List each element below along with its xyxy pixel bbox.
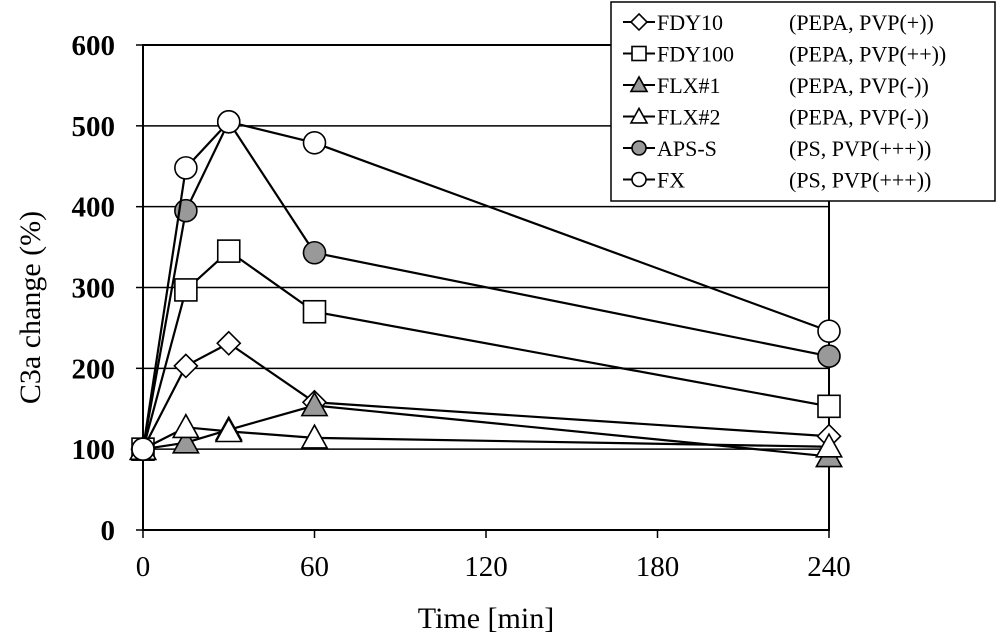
- y-tick-label: 200: [72, 353, 116, 385]
- series-fx: [131, 109, 841, 461]
- legend-item: FLX#1 (PEPA, PVP(-)): [623, 73, 929, 98]
- series-group: [128, 109, 844, 468]
- y-tick-label: 600: [72, 30, 116, 62]
- y-tick-label: 0: [101, 515, 116, 547]
- legend-series-note: (PS, PVP(+++)): [789, 136, 931, 161]
- data-point: [171, 413, 200, 439]
- y-axis-label: C3a change (%): [14, 211, 47, 404]
- x-tick-label: 60: [300, 551, 329, 583]
- legend-marker: [631, 45, 647, 62]
- legend-series-note: (PEPA, PVP(-)): [789, 73, 929, 98]
- legend-marker: [629, 12, 649, 32]
- data-point: [214, 417, 243, 443]
- legend: FDY10 (PEPA, PVP(+)) FDY100 (PEPA, PVP(++))…: [610, 1, 996, 202]
- legend-box: [610, 1, 996, 202]
- legend-item: FX (PS, PVP(+++)): [623, 168, 931, 193]
- data-point: [216, 109, 241, 134]
- legend-series-note: (PS, PVP(+++)): [789, 168, 931, 193]
- legend-item: APS-S (PS, PVP(+++)): [623, 136, 931, 161]
- legend-series-name: FLX#1: [657, 73, 721, 98]
- data-point: [302, 299, 327, 324]
- data-point: [814, 432, 844, 458]
- series-flx-2: [128, 413, 844, 461]
- legend-series-name: FDY100: [657, 42, 734, 67]
- data-point: [817, 319, 841, 343]
- x-tick-label: 0: [136, 551, 151, 583]
- legend-item: FDY10 (PEPA, PVP(+)): [623, 10, 934, 35]
- y-tick-label: 300: [72, 273, 116, 305]
- legend-series-note: (PEPA, PVP(++)): [789, 42, 946, 67]
- data-point: [300, 423, 329, 449]
- data-point: [174, 156, 198, 180]
- legend-item: FDY100 (PEPA, PVP(++)): [623, 42, 946, 67]
- data-point: [302, 131, 327, 155]
- legend-marker: [629, 106, 649, 124]
- legend-series-name: FLX#2: [657, 105, 721, 130]
- y-tick-label: 100: [72, 434, 116, 466]
- series-line: [142, 426, 830, 451]
- axis-ticks: 0 100 200 300 400 500 600 0 60 120 180 240: [72, 30, 851, 583]
- series-fdy10: [130, 330, 842, 462]
- data-point: [216, 330, 242, 356]
- data-point: [216, 239, 241, 263]
- data-point: [817, 344, 841, 369]
- legend-marker: [631, 140, 647, 156]
- legend-series-name: APS-S: [657, 136, 717, 161]
- legend-series-name: FX: [657, 168, 685, 193]
- x-axis-label: Time [min]: [418, 602, 554, 635]
- data-point: [817, 394, 841, 419]
- legend-marker: [629, 75, 649, 93]
- data-point: [302, 240, 327, 265]
- series-line: [141, 249, 830, 450]
- x-tick-label: 240: [807, 551, 851, 583]
- data-point: [173, 353, 199, 379]
- x-tick-label: 120: [464, 551, 508, 583]
- data-point: [174, 278, 198, 302]
- data-point: [171, 428, 200, 454]
- x-tick-label: 180: [636, 551, 680, 583]
- legend-series-name: FDY10: [657, 10, 723, 35]
- y-tick-label: 500: [72, 111, 116, 143]
- legend-series-note: (PEPA, PVP(+)): [789, 10, 934, 35]
- data-point: [300, 391, 329, 417]
- legend-series-note: (PEPA, PVP(-)): [789, 105, 929, 130]
- y-tick-label: 400: [72, 192, 116, 224]
- data-point: [131, 437, 155, 461]
- legend-marker: [631, 171, 647, 188]
- legend-item: FLX#2 (PEPA, PVP(-)): [623, 105, 929, 130]
